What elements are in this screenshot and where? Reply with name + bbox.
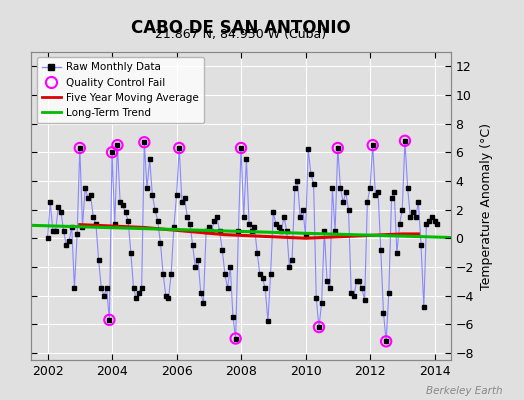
Five Year Moving Average [319, 235, 325, 240]
Five Year Moving Average [367, 233, 373, 238]
Raw Monthly Data [273, 222, 279, 226]
Title: CABO DE SAN ANTONIO: CABO DE SAN ANTONIO [131, 18, 351, 36]
Five Year Moving Average [302, 236, 309, 241]
Y-axis label: Temperature Anomaly (°C): Temperature Anomaly (°C) [479, 122, 493, 290]
Five Year Moving Average [222, 232, 228, 237]
Raw Monthly Data [241, 214, 247, 219]
Raw Monthly Data [383, 339, 389, 344]
Quality Control Fail [368, 142, 377, 148]
Raw Monthly Data [141, 140, 147, 145]
Five Year Moving Average [286, 235, 292, 240]
Quality Control Fail [232, 335, 240, 342]
Quality Control Fail [401, 138, 409, 144]
Quality Control Fail [175, 145, 183, 151]
Raw Monthly Data [90, 214, 96, 219]
Raw Monthly Data [155, 219, 161, 224]
Quality Control Fail [140, 139, 148, 146]
Raw Monthly Data [45, 236, 51, 241]
Quality Control Fail [113, 142, 122, 148]
Five Year Moving Average [93, 223, 99, 228]
Line: Raw Monthly Data: Raw Monthly Data [46, 139, 439, 343]
Five Year Moving Average [109, 224, 115, 228]
Five Year Moving Average [351, 234, 357, 238]
Five Year Moving Average [141, 225, 147, 230]
Five Year Moving Average [173, 228, 180, 233]
Raw Monthly Data [138, 286, 145, 291]
Text: Berkeley Earth: Berkeley Earth [427, 386, 503, 396]
Five Year Moving Average [270, 234, 277, 239]
Five Year Moving Average [254, 234, 260, 238]
Legend: Raw Monthly Data, Quality Control Fail, Five Year Moving Average, Long-Term Tren: Raw Monthly Data, Quality Control Fail, … [37, 57, 204, 123]
Raw Monthly Data [402, 138, 408, 143]
Five Year Moving Average [399, 232, 406, 236]
Five Year Moving Average [190, 229, 196, 234]
Quality Control Fail [75, 145, 84, 151]
Quality Control Fail [108, 149, 116, 156]
Five Year Moving Average [77, 222, 83, 227]
Quality Control Fail [382, 338, 390, 344]
Quality Control Fail [315, 324, 323, 330]
Quality Control Fail [237, 145, 245, 151]
Quality Control Fail [334, 145, 342, 151]
Five Year Moving Average [238, 233, 244, 238]
Five Year Moving Average [383, 232, 389, 237]
Quality Control Fail [105, 317, 114, 323]
Five Year Moving Average [157, 226, 163, 231]
Text: 21.867 N, 84.950 W (Cuba): 21.867 N, 84.950 W (Cuba) [156, 28, 326, 41]
Raw Monthly Data [434, 222, 440, 226]
Five Year Moving Average [415, 232, 421, 236]
Five Year Moving Average [125, 224, 132, 229]
Line: Five Year Moving Average: Five Year Moving Average [80, 225, 418, 238]
Five Year Moving Average [335, 234, 341, 239]
Five Year Moving Average [205, 231, 212, 236]
